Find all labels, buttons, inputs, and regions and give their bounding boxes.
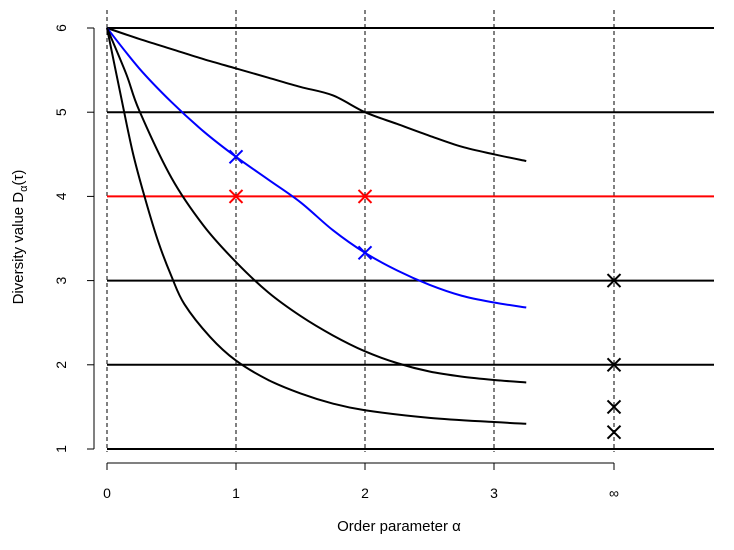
data-point-marker (606, 273, 622, 288)
axis-layer: 0 1 2 3 ∞ 1 2 3 4 5 6 (53, 24, 619, 501)
series-layer (106, 27, 527, 425)
y-axis-label: Diversity value Dα(τ) (10, 170, 30, 305)
x-tick-label: 2 (361, 485, 369, 501)
data-point-marker (228, 149, 244, 165)
data-point-marker (606, 357, 622, 373)
y-tick-label: 4 (53, 192, 69, 200)
x-tick-label: 0 (103, 485, 111, 501)
x-axis-label: Order parameter α (337, 518, 461, 535)
data-point-marker (228, 189, 244, 204)
y-tick-label: 5 (53, 108, 69, 116)
marker-stroke (228, 189, 244, 204)
data-point-marker (357, 245, 373, 261)
series-line (106, 27, 527, 384)
y-axis-label-subscript: α (18, 185, 30, 192)
y-axis-label-suffix: (τ) (10, 170, 27, 186)
x-tick-label: 1 (232, 485, 240, 501)
lines-layer (106, 10, 714, 452)
marker-stroke (228, 149, 244, 165)
marker-stroke (606, 273, 622, 288)
series-line (106, 27, 527, 425)
x-tick-label: 3 (490, 485, 498, 501)
series-line (106, 27, 527, 163)
y-tick-label: 3 (53, 276, 69, 284)
y-tick-label: 1 (53, 445, 69, 453)
data-point-marker (606, 399, 622, 415)
y-tick-label: 2 (53, 361, 69, 369)
y-tick-label: 6 (53, 24, 69, 32)
marker-stroke (606, 424, 622, 440)
marker-stroke (606, 399, 622, 415)
x-tick-label-infinity: ∞ (609, 485, 619, 501)
markers-layer (228, 149, 622, 440)
series-line (106, 27, 527, 309)
marker-stroke (606, 357, 622, 373)
marker-stroke (357, 245, 373, 261)
marker-stroke (357, 189, 373, 204)
data-point-marker (606, 424, 622, 440)
y-axis-label-main: Diversity value D (10, 192, 27, 305)
data-point-marker (357, 189, 373, 204)
